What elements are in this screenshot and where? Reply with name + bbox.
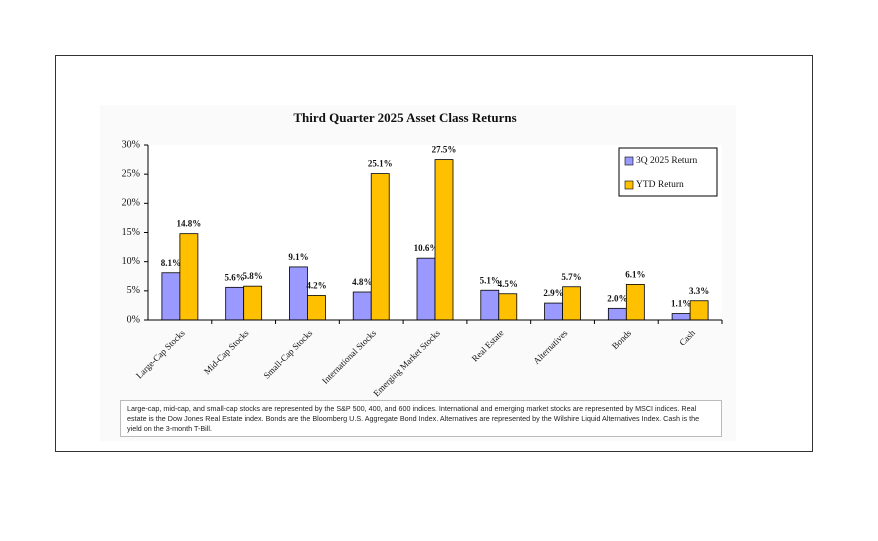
bar [689,300,709,321]
x-tick-label: Bonds [610,327,634,351]
data-label: 27.5% [432,145,457,155]
data-label: 8.1% [161,258,181,268]
y-tick-label: 0% [127,314,140,325]
legend-swatch [624,156,634,166]
data-label: 10.6% [414,243,439,253]
bar [498,293,518,321]
x-tick-label: Emerging Market Stocks [371,327,442,398]
bar [562,286,581,321]
bar [289,266,308,321]
data-label: 2.9% [543,288,563,298]
data-label: 2.0% [607,293,627,303]
y-tick-label: 25% [122,168,140,179]
x-tick-label: Alternatives [531,327,570,366]
legend-label: YTD Return [636,180,684,190]
bar [352,291,372,321]
bar [370,173,390,321]
y-tick-label: 15% [122,227,140,238]
data-label: 5.7% [561,272,581,282]
y-tick-label: 5% [127,285,140,296]
bar [161,272,181,321]
data-label: 3.3% [689,286,709,296]
data-label: 14.8% [177,219,202,229]
frame [55,55,813,452]
x-tick-label: Cash [677,327,697,347]
data-label: 4.5% [498,279,518,289]
bar [416,257,436,321]
x-tick-label: Real Estate [470,328,506,364]
bar [544,302,563,321]
bar [307,295,326,321]
bar [243,285,263,321]
data-label: 9.1% [288,252,308,262]
x-tick-label: Mid-Cap Stocks [202,327,251,376]
bar [434,159,454,321]
data-label: 6.1% [625,269,645,279]
legend-swatch [624,180,634,190]
x-tick-label: Large-Cap Stocks [134,327,187,380]
bar [607,307,627,321]
data-label: 25.1% [368,159,393,169]
y-tick-label: 10% [122,256,140,267]
data-label: 5.1% [480,275,500,285]
data-label: 1.1% [671,299,691,309]
data-label: 5.8% [243,271,263,281]
data-label: 4.8% [352,277,372,287]
bar [625,284,645,321]
data-label: 5.6% [225,272,245,282]
footnote: Large-cap, mid-cap, and small-cap stocks… [120,400,722,437]
legend-label: 3Q 2025 Return [636,156,697,166]
bar [480,289,500,321]
y-tick-label: 20% [122,198,140,209]
data-label: 4.2% [306,281,326,291]
x-tick-label: Small-Cap Stocks [261,327,314,380]
bar [225,286,245,321]
legend-box [618,147,718,197]
chart-title: Third Quarter 2025 Asset Class Returns [293,110,516,125]
bar [179,233,199,321]
x-tick-label: International Stocks [320,327,378,385]
bar [671,313,691,321]
y-tick-label: 30% [122,139,140,150]
